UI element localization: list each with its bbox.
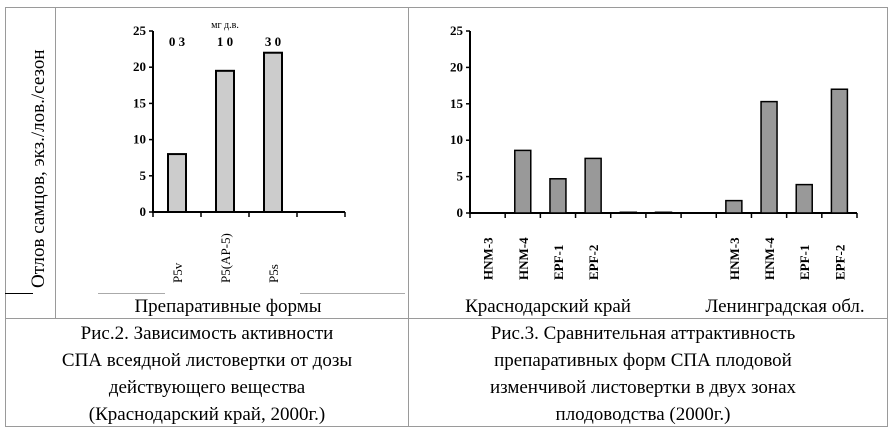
y-axis-label: Отлов самцов, экз./лов./сезон xyxy=(28,49,49,288)
y-tick-label: 5 xyxy=(140,168,147,183)
x-axis-label: Препаративные формы xyxy=(134,296,321,317)
y-tick-label: 10 xyxy=(133,132,146,147)
x-tick-label: HNM-4 xyxy=(762,237,777,280)
y-tick-label: 15 xyxy=(450,96,464,111)
x-tick-label: P5v xyxy=(170,262,185,283)
caption-line: Рис.2. Зависимость активности xyxy=(81,323,334,344)
y-tick-label: 0 xyxy=(140,204,147,219)
x-tick-label: EPF-2 xyxy=(586,245,601,280)
x-tick-label: EPF-2 xyxy=(832,245,847,280)
group-label-leningrad: Ленинградская обл. xyxy=(705,296,864,317)
group-label-krasnodar: Краснодарский край xyxy=(465,296,631,317)
x-tick-label: P5s xyxy=(266,264,281,283)
bar xyxy=(514,149,532,214)
x-tick-label: EPF-1 xyxy=(551,245,566,280)
caption-line: (Краснодарский край, 2000г.) xyxy=(89,404,325,425)
caption-line: действующего вещества xyxy=(109,377,306,398)
x-tick-label: EPF-1 xyxy=(797,245,812,280)
table-borders xyxy=(5,7,888,427)
bar xyxy=(167,153,187,213)
bar xyxy=(263,51,283,213)
dose-unit-label: мг д.в. xyxy=(211,20,239,31)
x-tick-label: P5(AP-5) xyxy=(218,233,233,283)
x-tick-label: HNM-3 xyxy=(727,237,742,280)
y-tick-label: 20 xyxy=(450,59,463,74)
caption-line: Рис.3. Сравнительная аттрактивность xyxy=(491,323,796,344)
dose-label: 0 3 xyxy=(169,34,186,49)
x-tick-label: HNM-4 xyxy=(516,237,531,280)
bar xyxy=(654,211,673,214)
x-tick-label: HNM-3 xyxy=(481,237,496,280)
y-tick-label: 25 xyxy=(133,23,147,38)
y-tick-label: 15 xyxy=(133,95,147,110)
caption-line: препаративных форм СПА плодовой xyxy=(494,350,792,371)
caption-fig2: Рис.2. Зависимость активности СПА всеядн… xyxy=(62,323,352,425)
caption-fig3: Рис.3. Сравнительная аттрактивность преп… xyxy=(490,323,797,425)
bar xyxy=(215,69,235,213)
bar xyxy=(760,100,778,214)
dose-label: 1 0 xyxy=(217,34,233,49)
caption-line: СПА всеядной листовертки от дозы xyxy=(62,350,352,371)
bar xyxy=(549,178,567,214)
bar xyxy=(830,88,849,214)
bar xyxy=(795,183,813,214)
y-tick-label: 20 xyxy=(133,59,146,74)
y-tick-label: 5 xyxy=(457,169,464,184)
bar xyxy=(619,211,638,214)
chart-fig2: 0 5 10 15 20 25 P5v P5(AP-5) P5s мг д.в. 0 3 1 0 3 0 xyxy=(133,20,346,283)
chart-fig3: 0 5 10 15 20 25 HNM-3 HNM-4 EPF-1 EPF-2 HNM-3 HNM-4… xyxy=(450,23,858,280)
dose-label: 3 0 xyxy=(265,34,281,49)
y-tick-label: 25 xyxy=(450,23,464,38)
caption-line: изменчивой листовертки в двух зонах xyxy=(490,377,797,398)
y-tick-label: 10 xyxy=(450,132,463,147)
bar xyxy=(584,157,602,214)
bar xyxy=(725,199,743,214)
caption-line: плодоводства (2000г.) xyxy=(556,404,731,425)
y-tick-label: 0 xyxy=(457,205,464,220)
